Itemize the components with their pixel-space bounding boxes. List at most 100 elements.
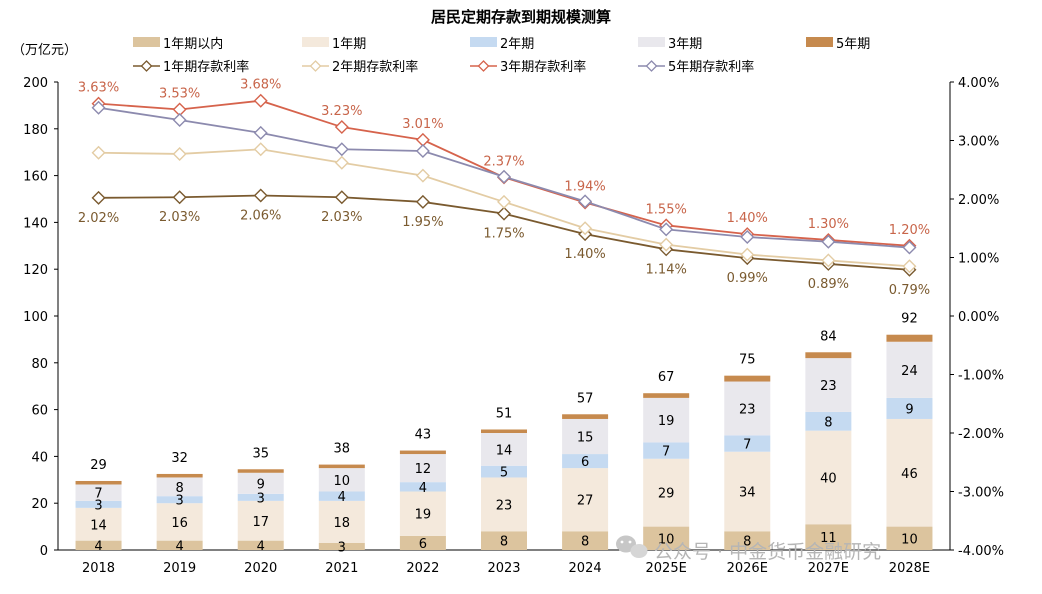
bar-value-label: 27 [577,494,594,509]
bar-segment [481,477,527,532]
wechat-icon [616,535,648,558]
bar-segment [75,540,122,550]
x-tick-label: 2024 [569,561,602,576]
bar-segment [318,491,365,501]
legend-label: 1年期存款利率 [163,59,249,75]
bar-segment [886,341,933,398]
bar-value-label: 34 [739,486,756,501]
bar-value-label: 23 [820,379,837,394]
rate-value-label: 2.02% [78,211,119,226]
bar-value-label: 10 [334,474,351,489]
bar-segment [724,531,771,550]
rate-value-label: 1.55% [646,202,687,217]
bar-segment [724,451,771,532]
bar-value-label: 24 [901,364,918,379]
y2-tick-label: 0.00% [958,310,999,325]
bar-segment [318,464,365,469]
bar-segment [562,468,609,532]
y2-tick-label: -4.00% [958,544,1004,559]
bar-value-label: 9 [905,402,913,417]
bar-value-label: 8 [500,535,508,550]
rate-point [659,222,674,237]
rate-value-label: 1.75% [483,227,524,242]
rate-point [497,169,511,184]
bar-segment [481,465,527,478]
rate-value-label: 0.99% [727,271,768,286]
rate-value-label: 1.94% [564,180,605,195]
bar-total-label: 57 [577,391,594,406]
bar-total-label: 29 [90,458,107,473]
bar-value-label: 7 [94,487,102,502]
bar-total-label: 84 [820,329,837,344]
bar-value-label: 7 [743,438,751,453]
x-tick-label: 2020 [244,561,277,576]
bar-value-label: 3 [175,494,183,509]
rate-point [172,146,187,161]
bar-value-label: 4 [419,481,427,496]
y2-tick-label: 2.00% [958,193,999,208]
bar-value-label: 46 [901,467,918,482]
chart-title: 居民定期存款到期规模测算 [431,8,611,26]
bar-value-label: 8 [581,535,589,550]
rate-value-label: 1.95% [402,215,443,230]
rate-value-label: 3.01% [402,117,443,132]
rate-point [91,100,106,115]
y-tick-label: 100 [23,310,48,325]
bar-segment [156,477,203,497]
bar-value-label: 16 [171,516,188,531]
bar-segment [237,472,284,494]
bar-segment [237,469,284,473]
legend-label: 2年期 [500,37,534,52]
bar-value-label: 7 [662,445,670,460]
legend-swatch [470,37,497,47]
legend-swatch [302,37,329,47]
bar-total-label: 51 [496,406,513,421]
rate-point [497,194,511,209]
legend-swatch [638,37,665,47]
bar-segment [886,526,933,550]
rate-point [415,168,430,183]
rate-point [172,113,187,128]
watermark: 公众号 · 中金货币金融研究 [616,535,881,563]
bar-segment [886,418,933,527]
bar-total-label: 35 [252,446,269,461]
rate-point [497,206,511,221]
bar-value-label: 3 [338,540,346,555]
bar-segment [75,484,122,501]
legend-label: 2年期存款利率 [332,59,418,75]
bar-segment [643,458,690,527]
bar-segment [318,468,365,492]
bar-value-label: 4 [94,539,102,554]
bar-value-label: 23 [496,498,513,513]
y2-tick-label: -3.00% [958,486,1004,501]
legend-label: 3年期存款利率 [500,59,586,75]
legend-label: 5年期 [836,37,870,52]
bar-segment [156,503,203,541]
y-tick-label: 20 [31,497,48,512]
bar-segment [399,491,446,536]
bar-segment [75,507,122,541]
bar-segment [562,418,609,455]
bar-value-label: 10 [901,532,918,547]
bar-total-label: 32 [171,451,188,466]
rate-point [91,190,106,205]
bar-segment [75,500,122,508]
y-tick-label: 120 [23,263,48,278]
rate-value-label: 2.37% [483,154,524,169]
rate-value-label: 3.53% [159,86,200,101]
bar-segment [562,531,609,550]
bar-total-label: 38 [334,442,351,457]
bar-value-label: 3 [257,491,265,506]
bar-value-label: 15 [577,431,594,446]
rate-point [821,234,836,249]
rate-value-label: 2.06% [240,208,281,223]
legend-label: 1年期以内 [163,36,223,52]
bar-total-label: 43 [415,428,432,443]
x-tick-label: 2023 [487,561,520,576]
bar-segment [481,429,527,433]
y-tick-label: 180 [23,123,48,138]
bar-value-label: 6 [419,537,427,552]
rate-value-label: 0.79% [889,283,930,298]
bar-segment [805,358,852,412]
rate-value-label: 3.68% [240,78,281,93]
